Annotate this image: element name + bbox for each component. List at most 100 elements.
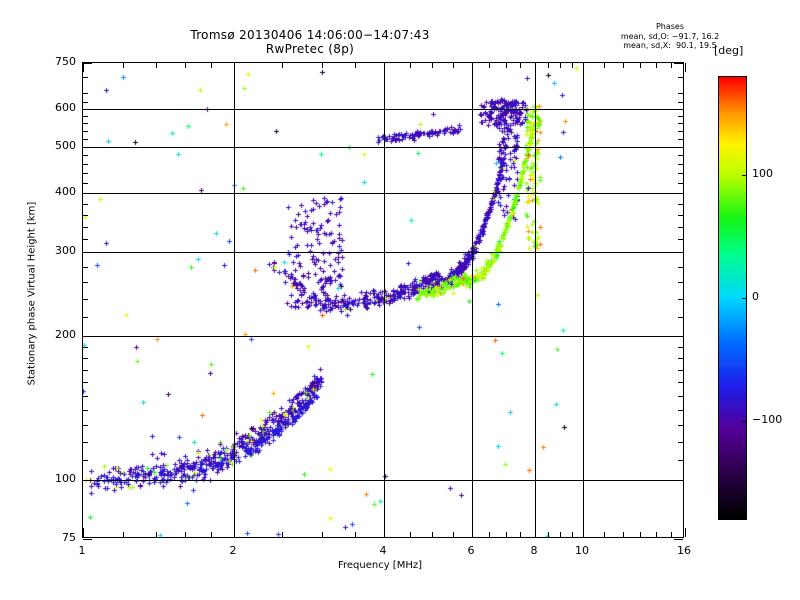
phase-stats-block: Phases mean, sd,O: −91.7, 16.2 mean, sd,…	[560, 22, 780, 51]
y-tick-minor	[83, 267, 88, 268]
y-tick-minor	[678, 358, 683, 359]
x-axis-title: Frequency [MHz]	[337, 560, 423, 571]
y-tick-minor	[678, 131, 683, 132]
y-tick-label: 500	[55, 139, 76, 152]
y-tick-minor	[678, 183, 683, 184]
y-tick-major	[83, 539, 92, 540]
x-tick-major	[83, 528, 84, 537]
gridline-vertical	[535, 63, 536, 537]
x-tick-major	[583, 63, 584, 72]
y-tick-minor	[83, 204, 88, 205]
x-tick-minor	[123, 63, 124, 68]
y-tick-major	[674, 147, 683, 148]
x-tick-minor	[506, 532, 507, 537]
y-tick-minor	[678, 347, 683, 348]
x-tick-minor	[656, 63, 657, 68]
y-tick-major	[83, 336, 92, 337]
colorbar-tick-label: 0	[752, 290, 759, 303]
y-tick-minor	[678, 215, 683, 216]
plot-area	[82, 62, 686, 540]
y-tick-minor	[678, 155, 683, 156]
x-tick-minor	[282, 63, 283, 68]
x-tick-minor	[671, 532, 672, 537]
y-tick-minor	[678, 239, 683, 240]
y-tick-minor	[678, 267, 683, 268]
y-tick-minor	[83, 164, 88, 165]
y-tick-minor	[83, 282, 88, 283]
y-tick-major	[674, 480, 683, 481]
x-tick-minor	[156, 63, 157, 68]
y-tick-minor	[83, 410, 88, 411]
y-tick-major	[83, 252, 92, 253]
y-tick-minor	[83, 173, 88, 174]
x-tick-minor	[322, 63, 323, 68]
y-tick-minor	[83, 460, 88, 461]
y-tick-minor	[678, 299, 683, 300]
gridline-vertical	[384, 63, 385, 537]
x-tick-minor	[520, 63, 521, 68]
colorbar-tick-label: 100	[752, 167, 773, 180]
x-tick-minor	[282, 532, 283, 537]
y-tick-minor	[678, 382, 683, 383]
y-tick-minor	[83, 155, 88, 156]
x-tick-minor	[432, 532, 433, 537]
y-tick-minor	[678, 317, 683, 318]
scatter-canvas-wrap	[83, 63, 683, 537]
x-tick-minor	[671, 63, 672, 68]
gridline-horizontal	[83, 252, 683, 253]
y-tick-minor	[678, 116, 683, 117]
y-tick-major	[83, 63, 92, 64]
x-tick-label: 6	[467, 544, 475, 557]
x-tick-label: 1	[78, 544, 86, 557]
y-tick-minor	[83, 299, 88, 300]
y-tick-minor	[83, 239, 88, 240]
colorbar-tick-mark	[742, 298, 747, 299]
y-tick-minor	[83, 347, 88, 348]
x-tick-minor	[489, 532, 490, 537]
y-tick-minor	[678, 396, 683, 397]
x-tick-major	[234, 63, 235, 72]
y-tick-minor	[83, 396, 88, 397]
y-tick-minor	[678, 282, 683, 283]
x-tick-minor	[355, 532, 356, 537]
scatter-points-canvas	[83, 63, 683, 537]
y-tick-minor	[83, 370, 88, 371]
y-tick-label: 750	[55, 55, 76, 68]
colorbar-unit-label: [deg]	[714, 44, 744, 57]
x-tick-minor	[322, 532, 323, 537]
colorbar-tick-mark	[742, 421, 747, 422]
y-tick-minor	[678, 173, 683, 174]
y-tick-major	[674, 193, 683, 194]
figure-subtitle: RwPretec (8p)	[265, 42, 355, 56]
y-tick-minor	[83, 442, 88, 443]
y-tick-minor	[83, 317, 88, 318]
x-tick-minor	[604, 63, 605, 68]
y-tick-label: 300	[55, 244, 76, 257]
x-tick-label: 16	[677, 544, 691, 557]
y-tick-label: 100	[55, 472, 76, 485]
x-tick-major	[535, 528, 536, 537]
x-tick-minor	[548, 63, 549, 68]
x-tick-minor	[185, 63, 186, 68]
gridline-vertical	[234, 63, 235, 537]
x-tick-minor	[656, 532, 657, 537]
x-tick-label: 4	[379, 544, 387, 557]
y-tick-minor	[678, 102, 683, 103]
x-tick-major	[83, 63, 84, 72]
y-tick-label: 400	[55, 185, 76, 198]
y-tick-minor	[678, 425, 683, 426]
x-tick-major	[685, 63, 686, 72]
y-tick-minor	[678, 410, 683, 411]
colorbar-gradient	[719, 77, 746, 519]
gridline-vertical	[583, 63, 584, 537]
x-tick-minor	[185, 532, 186, 537]
y-tick-minor	[678, 77, 683, 78]
y-tick-minor	[678, 370, 683, 371]
x-tick-major	[583, 528, 584, 537]
x-tick-minor	[410, 532, 411, 537]
x-tick-label: 2	[229, 544, 237, 557]
phase-stats-title: Phases	[655, 22, 685, 31]
y-tick-label: 75	[62, 531, 76, 544]
x-tick-minor	[211, 63, 212, 68]
y-tick-major	[674, 539, 683, 540]
